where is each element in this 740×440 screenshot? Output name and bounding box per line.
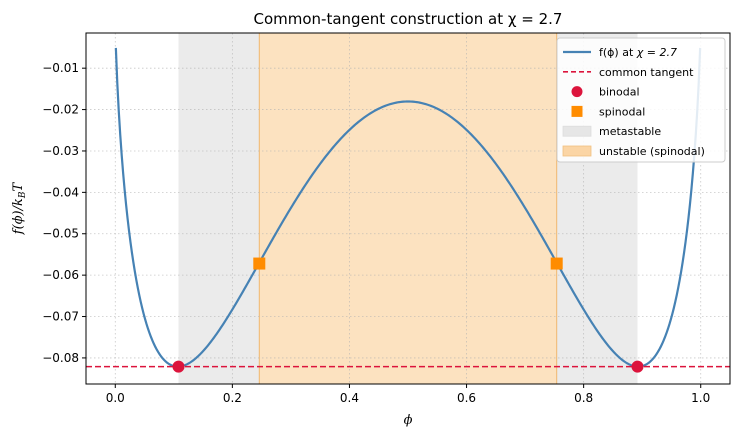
spinodal-point-1 bbox=[550, 257, 563, 270]
y-tick-label-7: −0.08 bbox=[42, 351, 79, 365]
y-tick-label-5: −0.06 bbox=[42, 268, 79, 282]
x-tick-label-0: 0.0 bbox=[106, 391, 125, 405]
legend-label-curve-math: χ = 2.7 bbox=[636, 46, 677, 59]
plot-frame bbox=[85, 32, 731, 385]
free-energy-curve bbox=[114, 47, 702, 368]
plot-data bbox=[86, 47, 730, 373]
binodal-point-0 bbox=[172, 360, 185, 373]
chart-title: Common-tangent construction at χ = 2.7 bbox=[254, 10, 563, 28]
legend: f(ϕ) at χ = 2.7 common tangent binodal spin… bbox=[556, 37, 726, 163]
y-tick-label-0: −0.01 bbox=[42, 61, 79, 75]
x-tick-label-5: 1.0 bbox=[691, 391, 710, 405]
legend-key-binodal bbox=[571, 86, 583, 98]
region-unstable-0 bbox=[259, 33, 557, 384]
y-tick-label-3: −0.04 bbox=[42, 185, 79, 199]
x-tick-label-1: 0.2 bbox=[223, 391, 242, 405]
y-tick-label-2: −0.03 bbox=[42, 144, 79, 158]
y-tick-label-6: −0.07 bbox=[42, 310, 79, 324]
legend-label-0: f(ϕ) at χ = 2.7 bbox=[599, 46, 677, 59]
y-label-sub: B bbox=[18, 191, 28, 199]
x-tick-label-4: 0.8 bbox=[574, 391, 593, 405]
legend-key-patch-5 bbox=[562, 145, 592, 157]
y-axis-label: f(ϕ)/kBT bbox=[11, 181, 28, 235]
legend-key-spinodal bbox=[571, 105, 583, 117]
y-label-t: T bbox=[11, 181, 26, 191]
legend-label-2: binodal bbox=[599, 86, 640, 99]
legend-label-4: metastable bbox=[599, 125, 661, 138]
y-label-main: f(ϕ)/k bbox=[11, 198, 26, 235]
legend-box bbox=[556, 37, 726, 163]
legend-label-3: spinodal bbox=[599, 105, 645, 118]
x-axis-label: ϕ bbox=[404, 413, 413, 428]
legend-key-patch-4 bbox=[562, 125, 592, 137]
legend-label-curve-prefix: f(ϕ) at bbox=[599, 46, 637, 59]
region-metastable-0 bbox=[178, 33, 260, 384]
axes: 0.0 0.2 0.4 0.6 0.8 1.0 −0.01 −0.02 −0.03 −0.04 −0… bbox=[42, 61, 710, 405]
spinodal-point-0 bbox=[253, 257, 266, 270]
x-tick-label-2: 0.4 bbox=[340, 391, 359, 405]
legend-label-1: common tangent bbox=[599, 66, 694, 79]
x-tick-label-3: 0.6 bbox=[457, 391, 476, 405]
y-tick-label-1: −0.02 bbox=[42, 103, 79, 117]
binodal-point-1 bbox=[631, 360, 644, 373]
y-tick-label-4: −0.05 bbox=[42, 227, 79, 241]
legend-label-5: unstable (spinodal) bbox=[599, 145, 705, 158]
